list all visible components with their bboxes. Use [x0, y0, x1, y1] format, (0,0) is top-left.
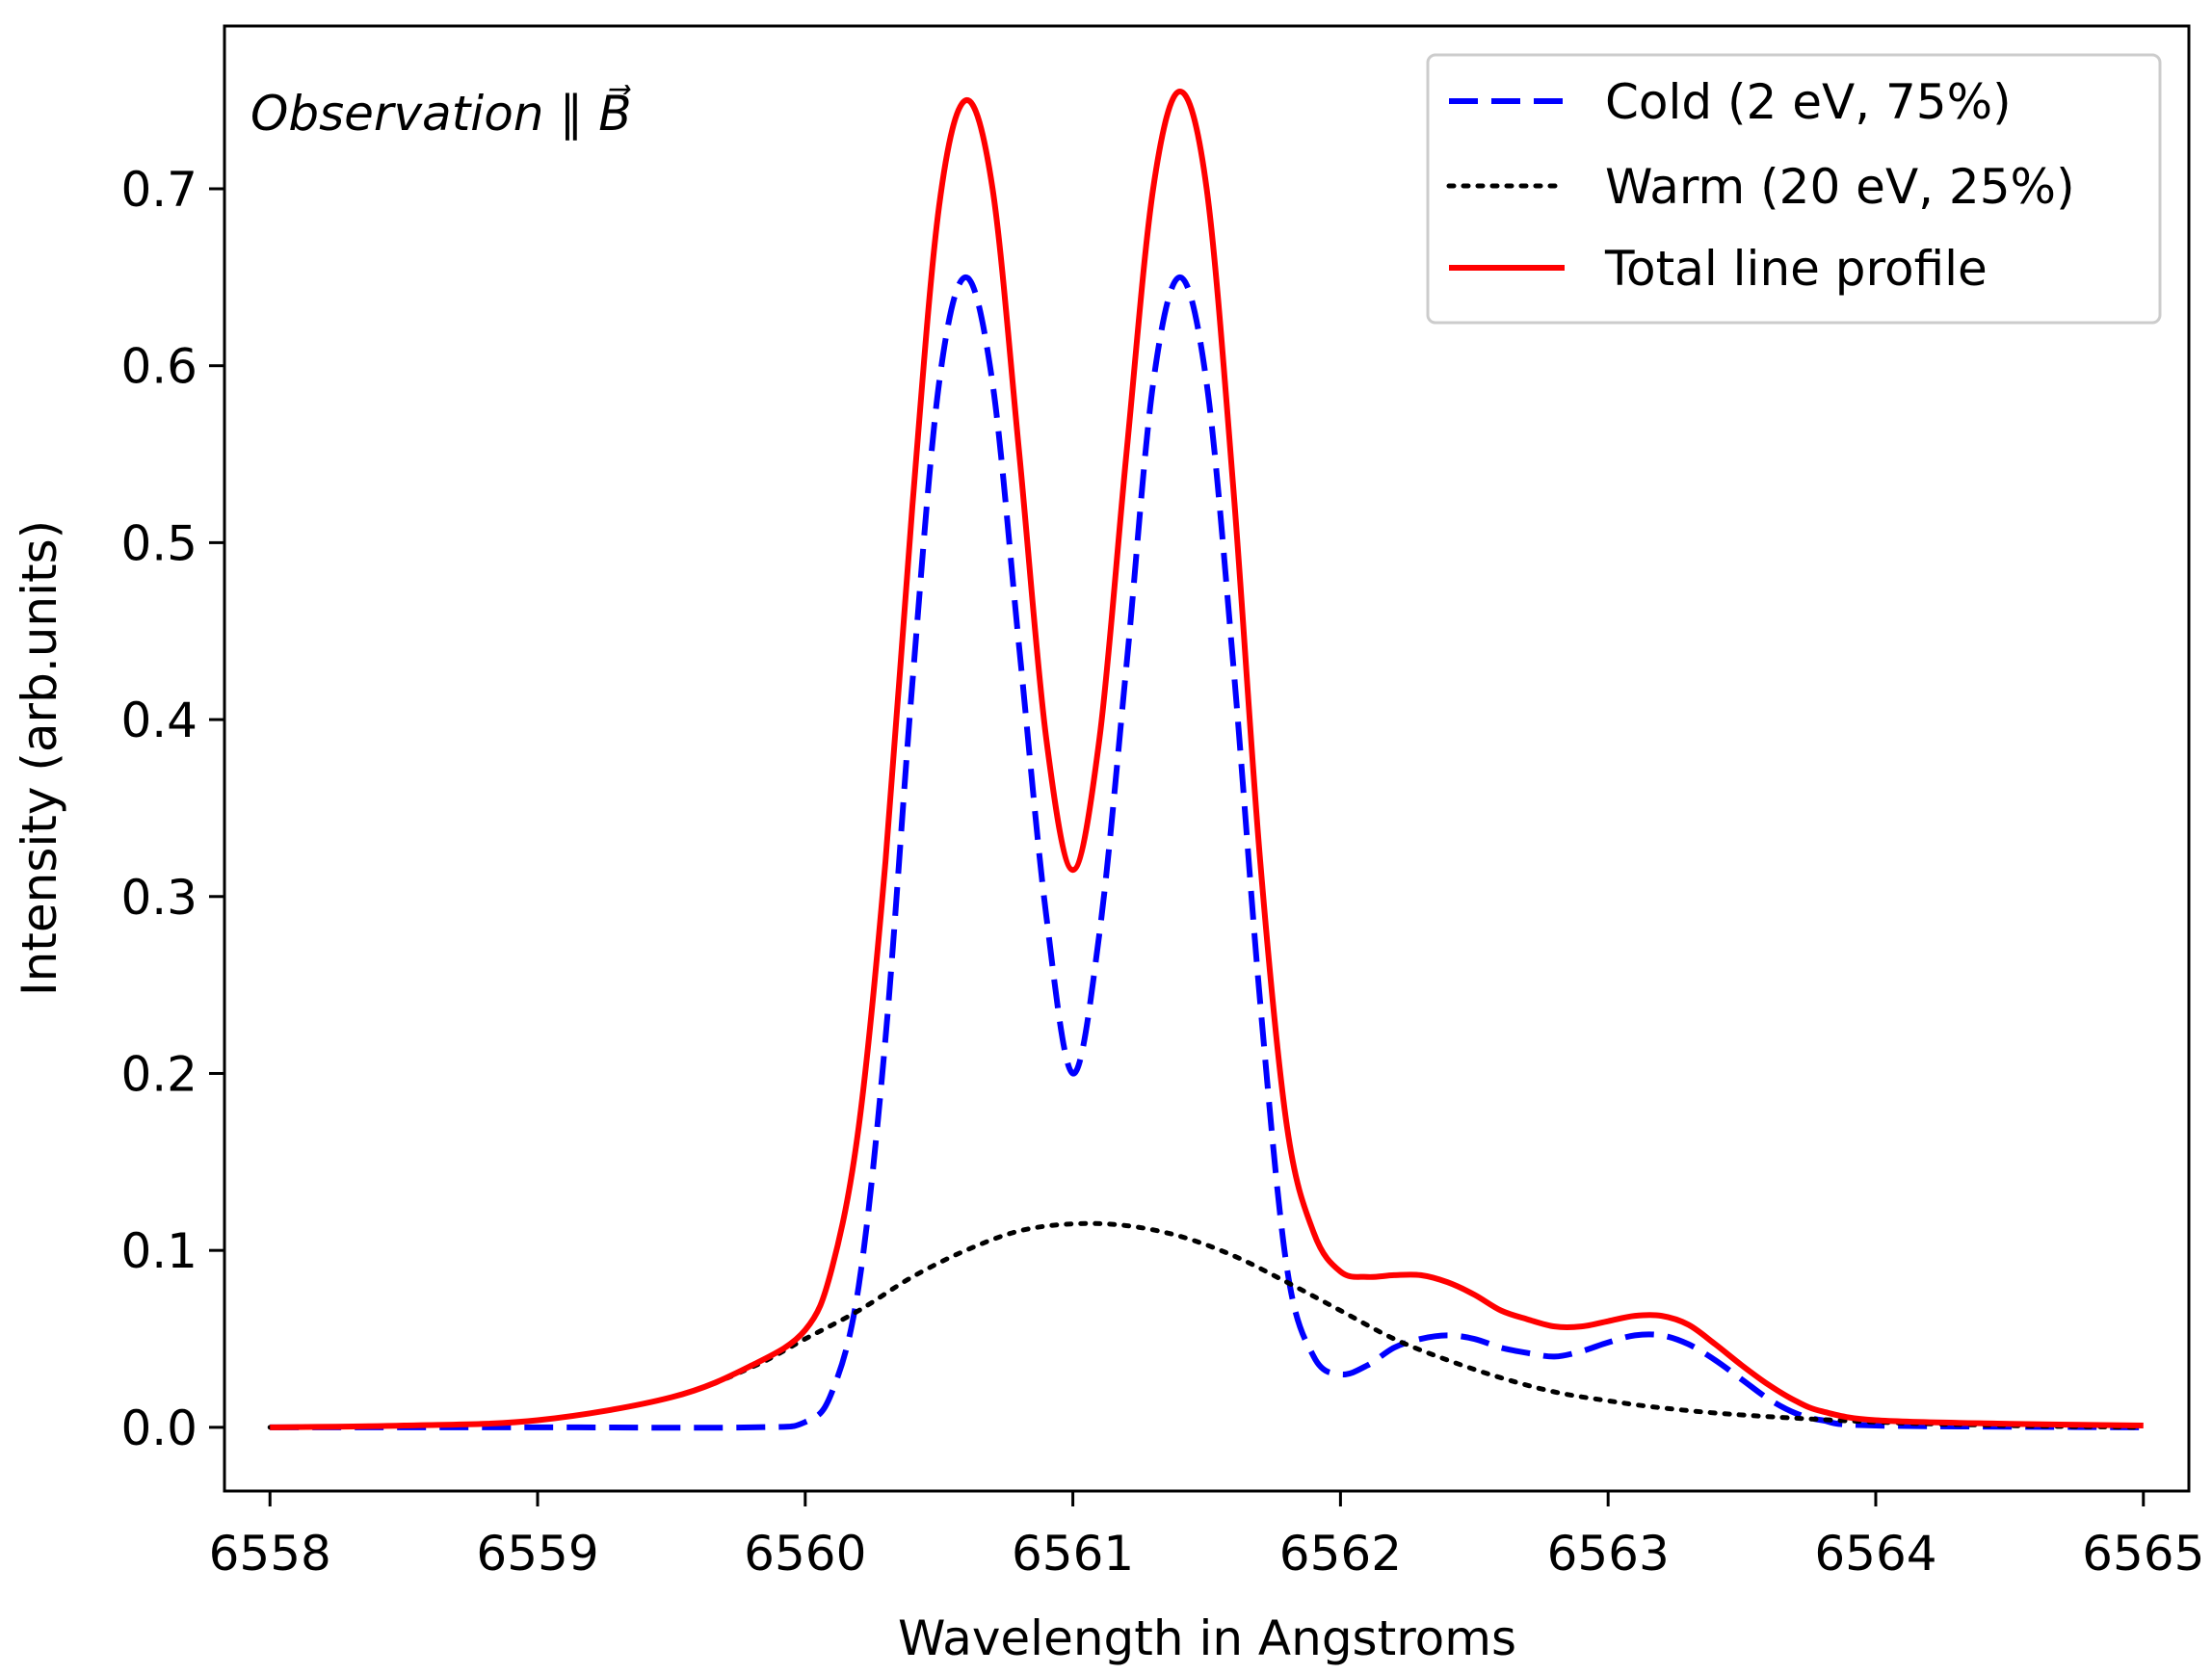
x-tick-label: 6565 [2082, 1526, 2204, 1582]
legend-label-warm: Warm (20 eV, 25%) [1605, 159, 2075, 215]
y-axis-label: Intensity (arb.units) [12, 520, 67, 996]
x-axis-label: Wavelength in Angstroms [898, 1610, 1516, 1666]
x-tick-label: 6563 [1547, 1526, 1670, 1582]
legend-label-total: Total line profile [1604, 241, 1988, 297]
y-tick-label: 0.1 [120, 1223, 198, 1279]
legend-label-cold: Cold (2 eV, 75%) [1605, 74, 2012, 130]
y-axis-ticks: 0.0 0.1 0.2 0.3 0.4 0.5 0.6 0.7 [120, 162, 224, 1456]
observation-annotation: Observation ∥ B⃗ [250, 85, 632, 142]
y-tick-label: 0.3 [120, 870, 198, 926]
legend-frame [1426, 53, 2162, 325]
y-tick-label: 0.0 [120, 1400, 198, 1456]
y-tick-label: 0.4 [120, 693, 198, 748]
y-tick-label: 0.7 [120, 162, 198, 218]
x-axis-ticks: 6558 6559 6560 6561 6562 6563 6564 6565 [209, 1491, 2204, 1582]
series-line-total-line-profile [270, 88, 2144, 1430]
plot-lines [267, 88, 2146, 1431]
y-tick-label: 0.2 [120, 1046, 198, 1102]
legend: Cold (2 eV, 75%) Warm (20 eV, 25%) Total… [1426, 53, 2162, 325]
x-tick-label: 6562 [1279, 1526, 1402, 1582]
x-tick-label: 6564 [1814, 1526, 1936, 1582]
x-tick-label: 6561 [1012, 1526, 1134, 1582]
axes-frame [223, 24, 2191, 1493]
x-tick-label: 6559 [476, 1526, 598, 1582]
x-tick-label: 6558 [209, 1526, 331, 1582]
series-line-cold-2-ev-75 [270, 274, 2144, 1431]
y-tick-label: 0.6 [120, 339, 198, 395]
x-tick-label: 6560 [744, 1526, 866, 1582]
y-tick-label: 0.5 [120, 515, 198, 571]
